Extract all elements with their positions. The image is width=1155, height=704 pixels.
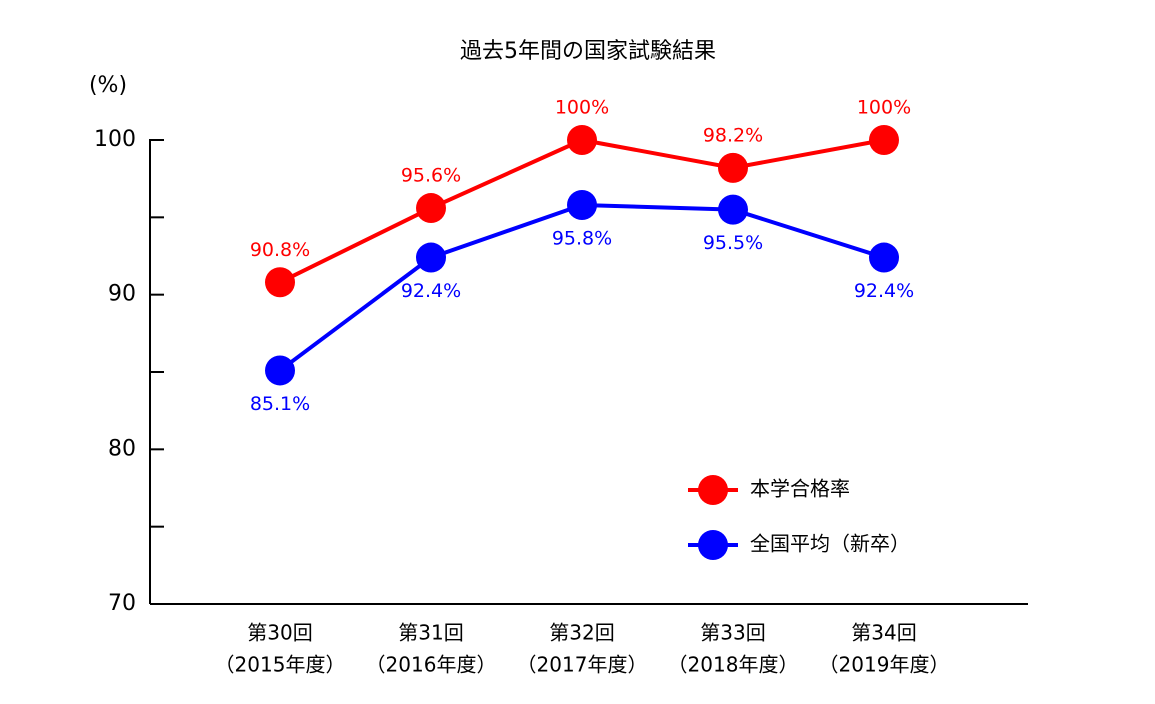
data-label: 85.1% [250,393,310,415]
data-label: 92.4% [401,280,461,302]
data-label: 95.8% [552,227,612,249]
data-point [265,267,295,298]
data-point [869,125,899,155]
legend-marker [698,530,728,560]
data-label: 92.4% [854,280,914,302]
x-tick-label: （2019年度） [819,653,950,677]
x-tick-label: （2017年度） [517,653,648,677]
data-point [869,242,899,273]
y-tick-label: 80 [108,436,136,461]
legend-label: 全国平均（新卒） [750,532,910,556]
data-point [416,242,446,273]
x-tick-label: 第31回 [398,621,463,645]
data-label: 100% [555,97,609,119]
data-point [718,152,748,183]
data-point [718,194,748,225]
data-label: 100% [857,97,911,119]
x-tick-label: 第33回 [700,621,765,645]
data-point [265,355,295,386]
legend-label: 本学合格率 [750,477,850,501]
data-point [416,193,446,224]
y-tick-label: 100 [94,127,136,152]
x-tick-label: （2016年度） [366,653,497,677]
legend-marker [698,475,728,505]
y-tick-label: 70 [108,591,136,616]
data-point [567,189,597,220]
x-tick-label: （2015年度） [215,653,346,677]
data-label: 90.8% [250,239,310,261]
chart-title: 過去5年間の国家試験結果 [460,39,716,64]
data-point [567,125,597,155]
y-tick-label: 90 [108,282,136,307]
data-label: 98.2% [703,124,763,146]
data-label: 95.6% [401,165,461,187]
data-label: 95.5% [703,232,763,254]
y-axis-label: (%) [89,73,127,98]
x-tick-label: （2018年度） [668,653,799,677]
x-tick-label: 第34回 [851,621,916,645]
x-tick-label: 第32回 [549,621,614,645]
x-tick-label: 第30回 [247,621,312,645]
